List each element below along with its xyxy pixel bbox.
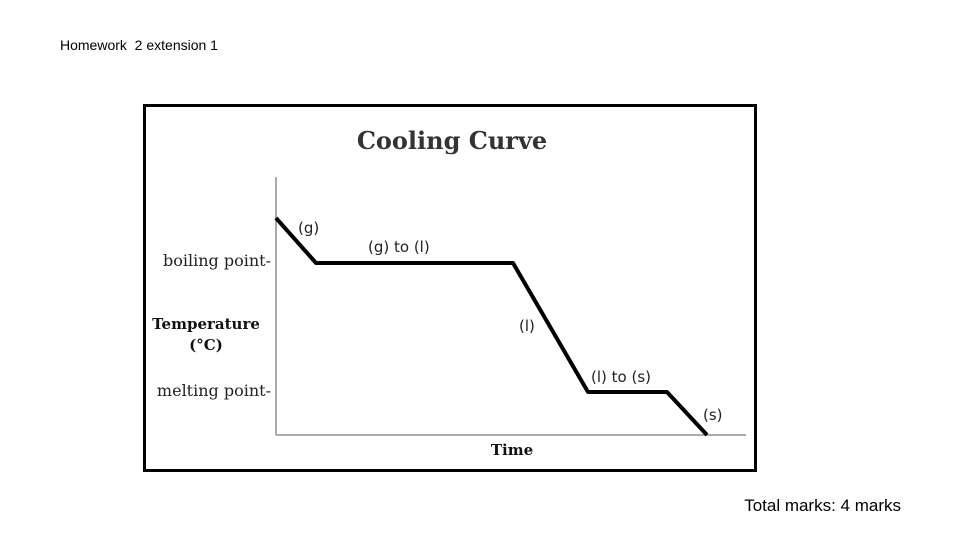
phase-label-gas: (g) (298, 219, 319, 237)
melting-point-label: melting point- (157, 381, 271, 400)
slide-header: Homework 2 extension 1 (60, 37, 218, 53)
phase-label-liquid-to-solid: (l) to (s) (591, 368, 651, 386)
boiling-point-label: boiling point- (163, 251, 271, 270)
phase-label-solid: (s) (703, 406, 723, 424)
phase-label-gas-to-liquid: (g) to (l) (368, 238, 430, 256)
x-axis-label: Time (491, 441, 533, 459)
cooling-curve-diagram: Cooling Curve boiling point- melting poi… (143, 104, 757, 472)
diagram-title: Cooling Curve (357, 126, 547, 155)
phase-label-liquid: (l) (519, 317, 535, 335)
total-marks-text: Total marks: 4 marks (744, 496, 901, 515)
y-axis-label-line2: (°C) (189, 336, 223, 354)
y-axis-label-line1: Temperature (152, 315, 260, 333)
cooling-curve-line (274, 216, 709, 437)
